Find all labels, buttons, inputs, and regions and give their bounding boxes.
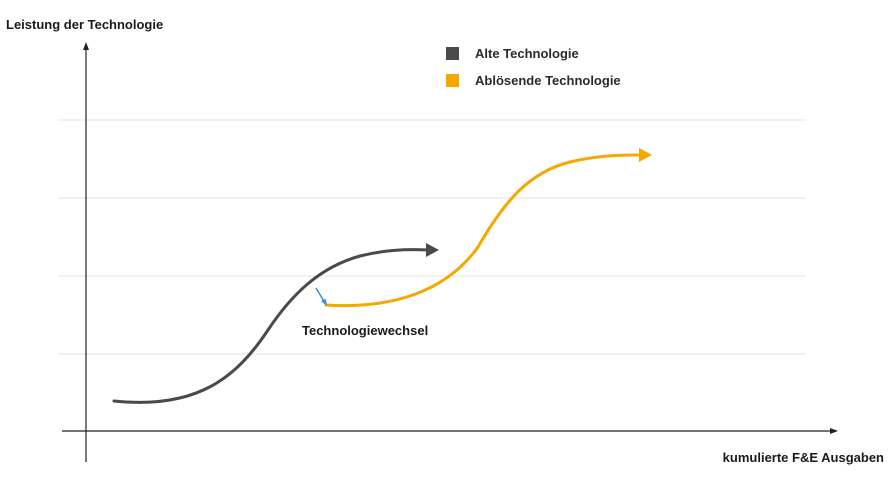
legend-label-new: Ablösende Technologie: [475, 73, 621, 88]
legend-item-new-technology: Ablösende Technologie: [446, 73, 621, 88]
old-technology-curve: [112, 248, 430, 404]
technology-switch-label: Technologiewechsel: [302, 323, 429, 338]
y-axis-arrowhead: [83, 42, 89, 50]
y-axis-label: Leistung der Technologie: [6, 17, 164, 32]
x-axis-arrowhead: [830, 428, 838, 434]
legend-swatch-new: [446, 74, 459, 87]
legend-swatch-old: [446, 47, 459, 60]
x-axis-label: kumulierte F&E Ausgaben: [722, 450, 884, 465]
legend-item-old-technology: Alte Technologie: [446, 46, 579, 61]
new-technology-arrowhead: [639, 148, 652, 162]
legend-label-old: Alte Technologie: [475, 46, 579, 61]
old-technology-arrowhead: [426, 243, 439, 257]
new-technology-curve: [324, 153, 643, 308]
technology-switch-arrowhead: [321, 299, 327, 306]
